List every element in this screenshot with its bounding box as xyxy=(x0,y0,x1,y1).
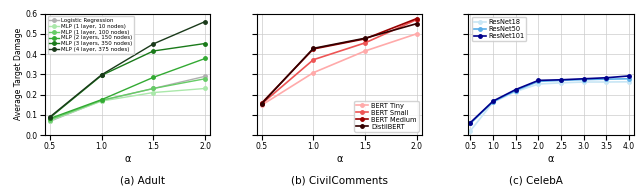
Text: (b) CivilComments: (b) CivilComments xyxy=(291,175,388,185)
BERT Tiny xyxy=(413,33,420,35)
MLP (3 layers, 350 nodes) xyxy=(98,74,106,76)
Logistic Regression xyxy=(150,87,157,90)
Line: ResNet101: ResNet101 xyxy=(468,74,631,124)
DistilBERT xyxy=(310,47,317,50)
X-axis label: α: α xyxy=(336,154,342,164)
Line: BERT Tiny: BERT Tiny xyxy=(260,32,419,107)
MLP (1 layer, 100 nodes) xyxy=(201,78,209,80)
ResNet101 xyxy=(580,78,588,80)
Legend: ResNet18, ResNet50, ResNet101: ResNet18, ResNet50, ResNet101 xyxy=(472,17,526,41)
MLP (4 layer, 375 nodes) xyxy=(98,74,106,76)
Line: BERT Small: BERT Small xyxy=(260,18,419,106)
MLP (3 layers, 350 nodes) xyxy=(46,117,54,119)
ResNet18 xyxy=(603,81,611,83)
Logistic Regression xyxy=(98,100,106,102)
X-axis label: α: α xyxy=(124,154,131,164)
MLP (2 layers, 150 nodes) xyxy=(98,98,106,101)
Line: Logistic Regression: Logistic Regression xyxy=(48,75,207,123)
ResNet18 xyxy=(557,82,565,84)
ResNet50 xyxy=(467,122,474,124)
Text: (c) CelebA: (c) CelebA xyxy=(509,175,563,185)
ResNet101 xyxy=(512,88,520,91)
ResNet101 xyxy=(625,75,633,77)
Logistic Regression xyxy=(46,120,54,123)
Line: DistilBERT: DistilBERT xyxy=(260,22,419,105)
MLP (1 layer, 100 nodes) xyxy=(98,99,106,101)
MLP (1 layer, 10 nodes) xyxy=(46,119,54,122)
BERT Tiny xyxy=(361,50,369,52)
Y-axis label: Average Target Damage: Average Target Damage xyxy=(14,28,23,120)
BERT Tiny xyxy=(258,104,266,106)
MLP (4 layer, 375 nodes) xyxy=(46,116,54,118)
MLP (1 layer, 10 nodes) xyxy=(150,91,157,94)
ResNet50 xyxy=(490,101,497,103)
BERT Medium xyxy=(413,17,420,20)
Line: ResNet50: ResNet50 xyxy=(468,77,631,125)
ResNet50 xyxy=(580,78,588,81)
DistilBERT xyxy=(361,37,369,39)
BERT Medium xyxy=(310,48,317,50)
DistilBERT xyxy=(258,102,266,105)
MLP (1 layer, 10 nodes) xyxy=(201,87,209,90)
Line: MLP (3 layers, 350 nodes): MLP (3 layers, 350 nodes) xyxy=(48,42,207,119)
MLP (2 layers, 150 nodes) xyxy=(150,76,157,79)
MLP (2 layers, 150 nodes) xyxy=(201,57,209,60)
MLP (3 layers, 350 nodes) xyxy=(201,42,209,45)
ResNet18 xyxy=(467,130,474,132)
ResNet50 xyxy=(603,78,611,80)
ResNet50 xyxy=(557,79,565,81)
ResNet18 xyxy=(512,90,520,93)
BERT Small xyxy=(258,103,266,105)
Logistic Regression xyxy=(201,75,209,77)
Line: MLP (1 layer, 10 nodes): MLP (1 layer, 10 nodes) xyxy=(48,87,207,122)
ResNet50 xyxy=(534,80,542,83)
ResNet50 xyxy=(512,89,520,92)
MLP (4 layer, 375 nodes) xyxy=(150,43,157,45)
MLP (1 layer, 10 nodes) xyxy=(98,100,106,102)
ResNet101 xyxy=(467,121,474,124)
Legend: BERT Tiny, BERT Small, BERT Medium, DistilBERT: BERT Tiny, BERT Small, BERT Medium, Dist… xyxy=(355,101,419,132)
BERT Medium xyxy=(258,102,266,104)
ResNet101 xyxy=(557,79,565,81)
Line: ResNet18: ResNet18 xyxy=(468,80,631,132)
BERT Small xyxy=(310,58,317,61)
Line: BERT Medium: BERT Medium xyxy=(260,17,419,105)
MLP (2 layers, 150 nodes) xyxy=(46,117,54,120)
ResNet18 xyxy=(625,81,633,83)
BERT Tiny xyxy=(310,72,317,74)
BERT Small xyxy=(361,42,369,44)
Line: MLP (2 layers, 150 nodes): MLP (2 layers, 150 nodes) xyxy=(48,57,207,120)
ResNet50 xyxy=(625,78,633,80)
DistilBERT xyxy=(413,22,420,25)
BERT Medium xyxy=(361,38,369,40)
MLP (3 layers, 350 nodes) xyxy=(150,50,157,52)
BERT Small xyxy=(413,18,420,21)
Text: (a) Adult: (a) Adult xyxy=(120,175,165,185)
ResNet18 xyxy=(534,83,542,85)
ResNet101 xyxy=(534,79,542,81)
Legend: Logistic Regression, MLP (1 layer, 10 nodes), MLP (1 layer, 100 nodes), MLP (2 l: Logistic Regression, MLP (1 layer, 10 no… xyxy=(47,16,134,54)
MLP (1 layer, 100 nodes) xyxy=(150,87,157,90)
Line: MLP (4 layer, 375 nodes): MLP (4 layer, 375 nodes) xyxy=(48,20,207,119)
MLP (1 layer, 100 nodes) xyxy=(46,119,54,121)
Line: MLP (1 layer, 100 nodes): MLP (1 layer, 100 nodes) xyxy=(48,77,207,121)
ResNet18 xyxy=(490,101,497,103)
MLP (4 layer, 375 nodes) xyxy=(201,20,209,23)
ResNet18 xyxy=(580,81,588,83)
ResNet101 xyxy=(603,77,611,79)
X-axis label: α: α xyxy=(548,154,554,164)
ResNet101 xyxy=(490,100,497,102)
